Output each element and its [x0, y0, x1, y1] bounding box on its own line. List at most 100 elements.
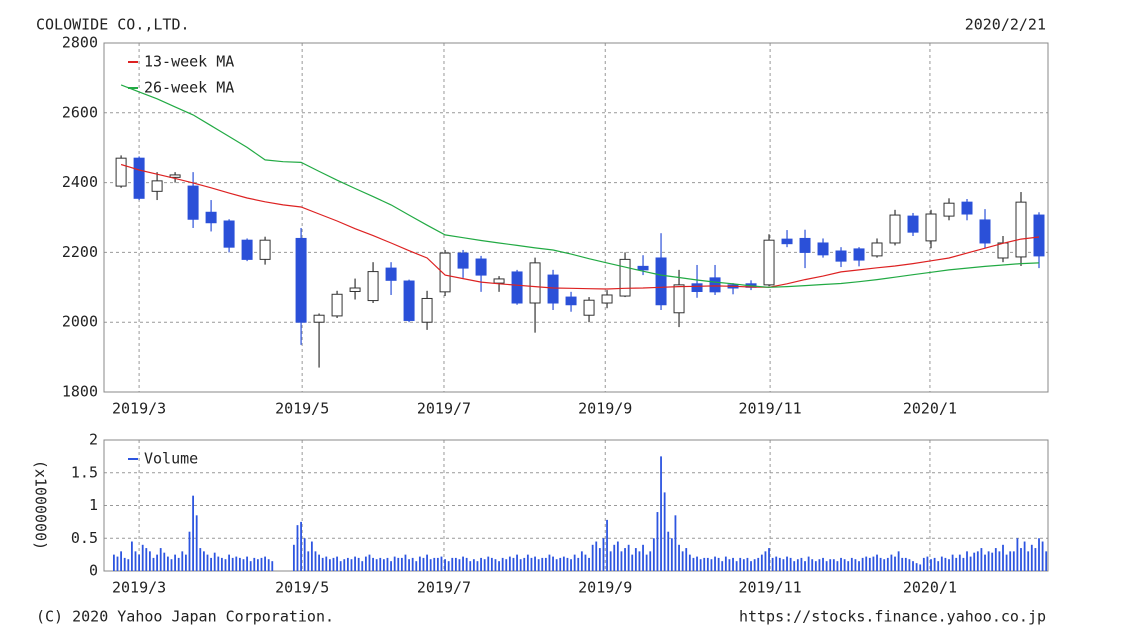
candle-body [997, 242, 1009, 259]
candle-body [601, 294, 613, 304]
volume-bar [829, 559, 832, 571]
volume-bar [436, 557, 439, 571]
volume-bar [127, 559, 130, 571]
volume-bar [296, 525, 299, 571]
x-tick-label: 2019/7 [417, 400, 471, 418]
volume-bar [1020, 548, 1022, 571]
volume-bar [854, 559, 857, 571]
candle-body [385, 267, 397, 281]
volume-bar [789, 557, 792, 571]
volume-bar [469, 561, 472, 571]
volume-bar [685, 548, 688, 571]
volume-bar [750, 561, 752, 571]
candle-body [223, 220, 235, 248]
volume-bar [368, 554, 371, 571]
volume-bar [883, 559, 886, 571]
volume-bar [152, 557, 155, 571]
volume-bar [616, 541, 619, 571]
volume-bar [537, 559, 540, 571]
volume-bar [382, 559, 385, 571]
volume-bar [501, 557, 504, 571]
volume-bar [746, 557, 749, 571]
volume-bar [865, 556, 868, 571]
volume-bar [591, 544, 594, 571]
volume-bar [804, 561, 806, 571]
volume-bar [940, 556, 943, 571]
candle-body [493, 278, 505, 284]
candle-body [1015, 201, 1027, 258]
volume-bar [224, 559, 227, 571]
volume-bar [670, 538, 673, 571]
copyright: (C) 2020 Yahoo Japan Corporation. [36, 608, 334, 626]
volume-bar [782, 559, 785, 571]
volume-bar [181, 551, 184, 571]
candle-body [439, 252, 451, 293]
candle-body [619, 258, 631, 297]
plot-frame [103, 42, 1049, 393]
legend-label: Volume [144, 450, 198, 468]
volume-bar [890, 554, 893, 571]
plot-frame [103, 439, 1049, 572]
volume-bar [177, 557, 180, 571]
volume-bar [408, 559, 410, 571]
volume-bar [922, 557, 925, 571]
volume-bar [138, 554, 140, 571]
y-tick-label: 0 [89, 562, 98, 580]
candle-body [817, 242, 829, 256]
volume-bar [814, 561, 817, 571]
y-tick-label: 0.5 [71, 529, 98, 547]
volume-bar [292, 544, 295, 571]
candle-body [421, 297, 433, 323]
volume-bar [336, 556, 338, 571]
volume-bar [170, 559, 173, 571]
volume-bar [199, 548, 202, 571]
volume-bar [361, 561, 364, 571]
volume-bar [300, 521, 302, 571]
candle-body [871, 242, 883, 257]
volume-bar [933, 557, 936, 571]
volume-bar [364, 556, 367, 571]
volume-bar [573, 554, 576, 571]
volume-bar [166, 556, 169, 571]
volume-bar [220, 557, 223, 571]
candle-body [655, 257, 667, 306]
volume-bar [487, 556, 490, 571]
volume-bar [307, 551, 310, 571]
volume-bar [768, 548, 770, 571]
volume-bar [256, 559, 259, 571]
y-tick-label: 2 [89, 431, 98, 449]
volume-bar [656, 512, 659, 571]
volume-bar [714, 556, 716, 571]
volume-bar [541, 557, 544, 571]
x-tick-label: 2019/5 [275, 400, 329, 418]
volume-bar [966, 551, 968, 571]
volume-bar [904, 557, 907, 571]
volume-bar [426, 554, 428, 571]
volume-bar [451, 557, 454, 571]
y-tick-label: 2800 [62, 34, 98, 52]
volume-bar [742, 559, 745, 571]
candle-body [673, 284, 685, 314]
volume-bar [397, 557, 400, 571]
candle-body [691, 283, 703, 292]
volume-bar [318, 554, 320, 571]
volume-bar [120, 551, 122, 571]
y-tick-label: 2200 [62, 243, 98, 261]
volume-bar [919, 564, 922, 571]
volume-bar [508, 556, 511, 571]
candle-body [799, 237, 811, 253]
volume-bar [325, 556, 328, 571]
volume-bar [674, 515, 677, 571]
x-tick-label: 2019/9 [578, 400, 632, 418]
candle-body [349, 287, 361, 292]
volume-bar [998, 551, 1001, 571]
volume-bar [238, 557, 241, 571]
volume-bar [559, 557, 562, 571]
volume-bar [350, 559, 353, 571]
volume-bar [969, 556, 972, 571]
volume-bar [955, 557, 958, 571]
volume-bar [400, 557, 403, 571]
volume-bar [757, 557, 760, 571]
volume-bar [876, 554, 878, 571]
